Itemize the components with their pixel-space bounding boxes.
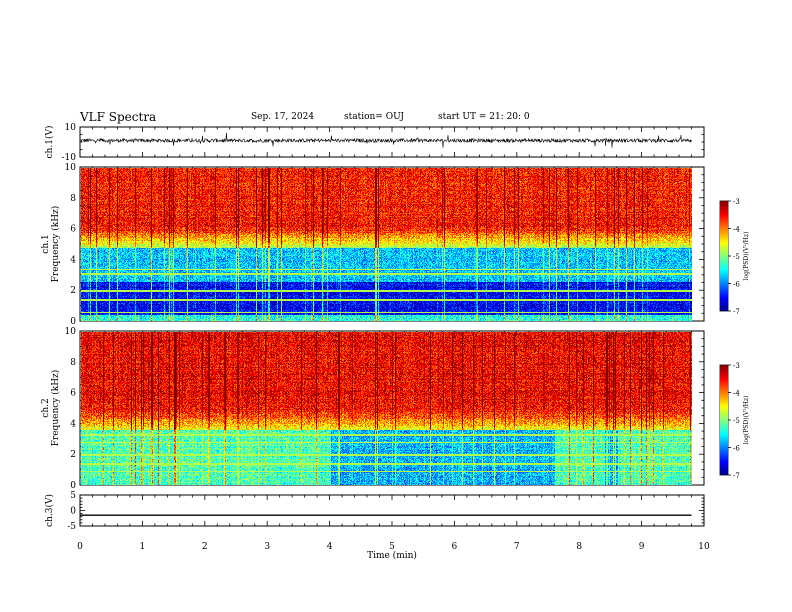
y-tick-label-3: 2	[70, 450, 76, 460]
colorbar-label-1: log(PSD)(V²/Hz)	[743, 232, 750, 281]
colorbar-tick-label-2: -6	[733, 445, 740, 453]
ylabel-ch2-spec-1: ch.2	[41, 398, 51, 417]
waveform-ch1-line	[79, 132, 692, 148]
start-time-label: start UT = 21: 20: 0	[438, 112, 530, 122]
y-tick-label-4: 5	[70, 491, 76, 501]
x-tick-label: 2	[202, 542, 208, 552]
colorbar-tick-label-1: -4	[733, 226, 740, 234]
y-tick-label-3: 10	[65, 327, 77, 337]
x-tick-label: 5	[389, 542, 395, 552]
x-axis-label: Time (min)	[367, 550, 417, 561]
colorbar-tick-label-2: -5	[733, 417, 740, 425]
colorbar-tick-label-2: -4	[733, 390, 740, 398]
date-label: Sep. 17, 2024	[251, 112, 315, 122]
ylabel-ch1-spec-1: ch.1	[41, 234, 51, 253]
colorbar-tick-label-2: -3	[733, 362, 740, 370]
station-label: station= OUJ	[344, 112, 405, 122]
y-tick-label-3: 4	[70, 419, 76, 429]
y-tick-label-3: 0	[70, 481, 76, 491]
y-tick-label-2: 6	[70, 225, 76, 235]
colorbar-tick-label-1: -6	[733, 281, 740, 289]
y-tick-label-3: 8	[70, 358, 76, 368]
spectrogram-ch1-image	[81, 168, 692, 321]
colorbar-tick-label-1: -5	[733, 253, 740, 261]
x-tick-label: 10	[698, 542, 710, 552]
x-tick-label: 1	[140, 542, 146, 552]
y-tick-label-1: 10	[65, 123, 77, 133]
x-tick-label: 3	[264, 542, 270, 552]
x-tick-label: 4	[327, 542, 333, 552]
x-tick-label: 7	[514, 542, 520, 552]
colorbar-ch1	[720, 201, 728, 311]
y-tick-label-2: 4	[70, 255, 76, 265]
colorbar-ch2	[720, 365, 728, 475]
ylabel-ch2-spec-2: Frequency (kHz)	[50, 370, 61, 447]
colorbar-label-2: log(PSD)(V²/Hz)	[743, 396, 750, 445]
figure-title: VLF Spectra	[80, 110, 157, 124]
colorbar-tick-label-1: -3	[733, 198, 740, 206]
spectrogram-ch2-image	[81, 332, 692, 485]
y-tick-label-4: -5	[67, 522, 76, 532]
x-tick-label: 0	[77, 542, 83, 552]
x-tick-label: 6	[452, 542, 458, 552]
x-tick-label: 9	[639, 542, 645, 552]
colorbar-tick-label-1: -7	[733, 308, 740, 316]
ylabel-ch3-wave-1: ch.3(V)	[44, 494, 55, 527]
x-tick-label: 8	[576, 542, 582, 552]
y-tick-label-2: 0	[70, 317, 76, 327]
y-tick-label-3: 6	[70, 389, 76, 399]
ylabel-ch1-wave-1: ch.1(V)	[44, 126, 55, 159]
y-tick-label-2: 8	[70, 194, 76, 204]
y-tick-label-2: 10	[65, 163, 77, 173]
y-tick-label-1: -10	[62, 153, 77, 163]
y-tick-label-4: 0	[70, 507, 76, 517]
y-tick-label-2: 2	[70, 286, 76, 296]
ylabel-ch1-spec-2: Frequency (kHz)	[50, 206, 61, 283]
colorbar-tick-label-2: -7	[733, 472, 740, 480]
